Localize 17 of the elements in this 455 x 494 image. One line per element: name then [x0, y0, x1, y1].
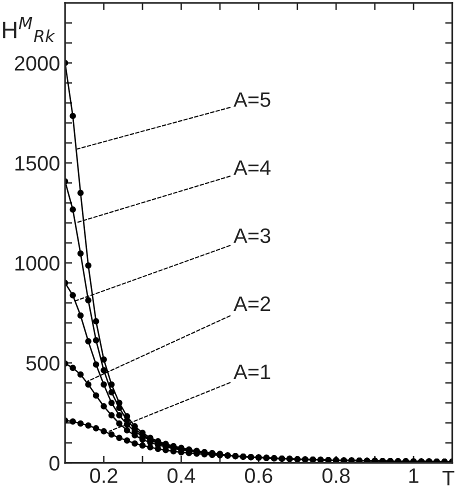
y-tick-label: 1000	[15, 256, 60, 271]
x-tick-label: 1	[409, 468, 418, 483]
y-tick-label: 1500	[15, 156, 60, 171]
annotation: A=2	[234, 296, 270, 311]
y-tick-label: 500	[26, 356, 60, 371]
x-tick-label: 0.4	[168, 468, 196, 484]
annotation: A=3	[234, 228, 270, 244]
x-tick-label: 0.8	[322, 468, 350, 484]
x-axis-title: T	[442, 470, 454, 486]
annotation: A=1	[234, 364, 270, 380]
x-tick-label: 0.2	[90, 468, 118, 484]
y-axis-title: H$^{M}$$_{Rk}$	[3, 17, 56, 42]
x-tick-label: 0.6	[245, 468, 272, 484]
y-tick-label: 2000	[14, 56, 60, 71]
y-tick-label: 0	[49, 456, 60, 471]
annotation: A=4	[234, 160, 271, 175]
annotation: A=5	[234, 92, 270, 107]
